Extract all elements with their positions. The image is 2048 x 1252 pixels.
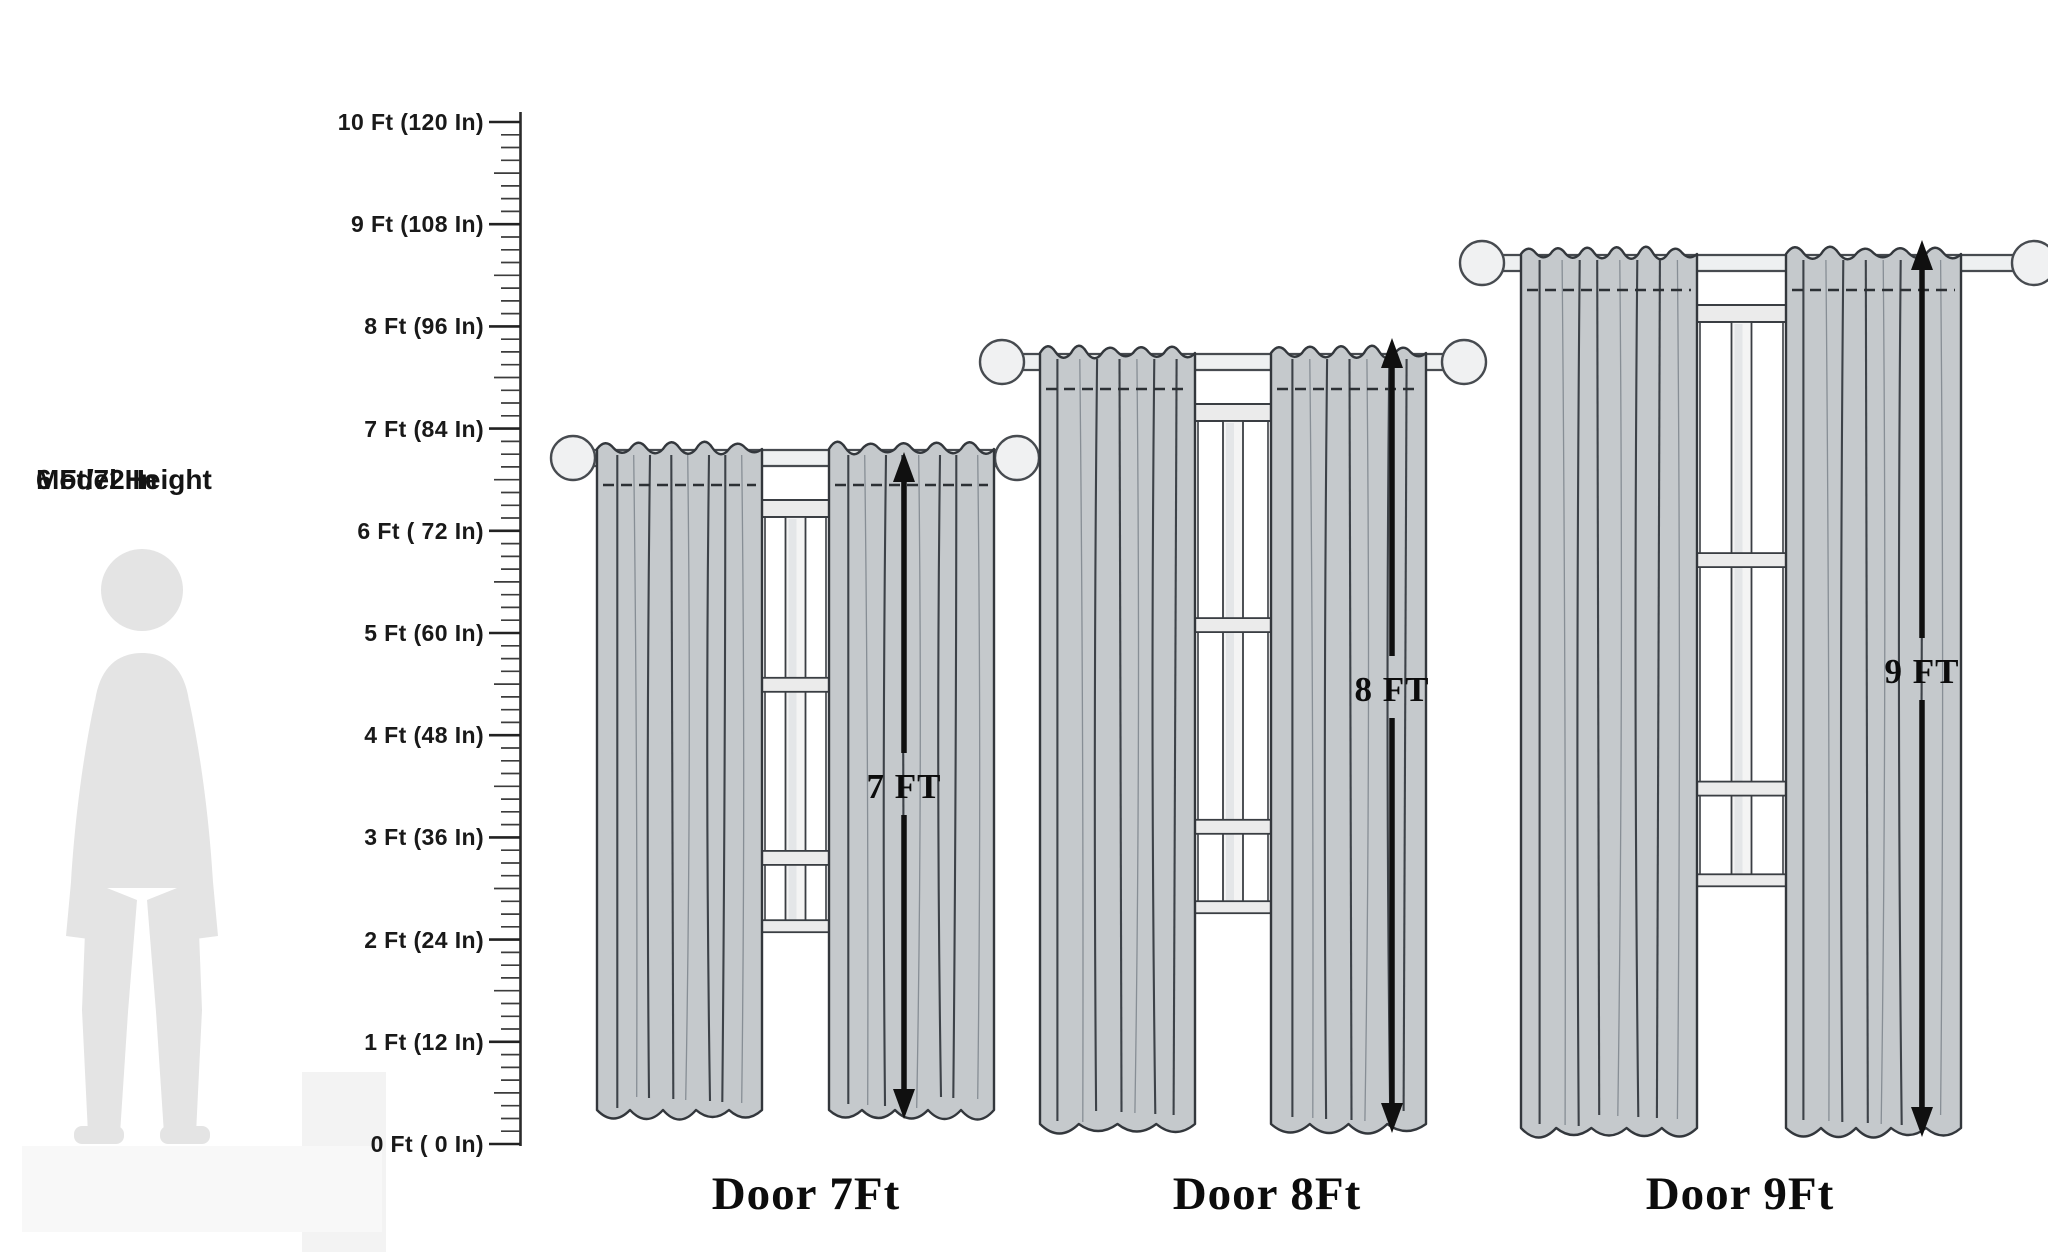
curtain-panel xyxy=(1038,344,1197,1135)
ruler-tick-label: 5 Ft (60 In) xyxy=(364,620,484,646)
ruler-tick-label: 8 Ft (96 In) xyxy=(364,313,484,340)
ruler-tick-label: 1 Ft (12 In) xyxy=(364,1028,484,1055)
ruler-tick-label: 9 Ft (108 In) xyxy=(350,211,484,238)
curtain-panel xyxy=(1269,344,1428,1135)
ruler-tick-label: 4 Ft (48 In) xyxy=(364,722,484,749)
curtain-length-label: 9 FT xyxy=(1884,652,1960,691)
ruler-tick-label: 2 Ft (24 In) xyxy=(364,926,484,953)
height-arrow xyxy=(1381,338,1403,1133)
curtain-panel xyxy=(1784,245,1963,1139)
door-size-label: Door 7Ft xyxy=(711,1168,901,1220)
door-size-label: Door 9Ft xyxy=(1645,1168,1835,1220)
rod-finial-right xyxy=(1440,338,1488,386)
door-size-label: Door 8Ft xyxy=(1172,1168,1362,1220)
height-arrow xyxy=(893,452,915,1119)
curtain-set-8ft xyxy=(978,338,1488,1135)
ruler-tick-label: 0 Ft ( 0 In) xyxy=(370,1131,484,1157)
ruler-tick-label: 10 Ft (120 In) xyxy=(337,109,484,135)
ruler xyxy=(489,112,522,1146)
curtain-set-9ft xyxy=(1458,239,2048,1139)
background-shade-below-model xyxy=(22,1146,382,1232)
model-height-line2: 6 Ft/72 In xyxy=(36,464,158,495)
curtain-panel xyxy=(595,440,764,1121)
curtain-length-label: 7 FT xyxy=(866,767,942,806)
curtain-set-7ft xyxy=(549,434,1041,1121)
height-arrow xyxy=(1911,240,1933,1137)
rod-finial-left xyxy=(1458,239,1506,287)
curtain-panel xyxy=(1519,245,1699,1139)
ruler-tick-label: 6 Ft ( 72 In) xyxy=(357,517,484,544)
rod-finial-right xyxy=(993,434,1041,482)
ruler-tick-label: 3 Ft (36 In) xyxy=(364,824,484,851)
rod-finial-left xyxy=(978,338,1026,386)
model-silhouette xyxy=(66,549,218,1144)
ruler-tick-label: 7 Ft (84 In) xyxy=(364,415,484,442)
curtain-length-label: 8 FT xyxy=(1354,670,1430,709)
rod-finial-right xyxy=(2010,239,2048,287)
window-frame xyxy=(1676,304,1807,888)
rod-finial-left xyxy=(549,434,597,482)
model-height-line1: Model Height xyxy=(36,464,212,495)
